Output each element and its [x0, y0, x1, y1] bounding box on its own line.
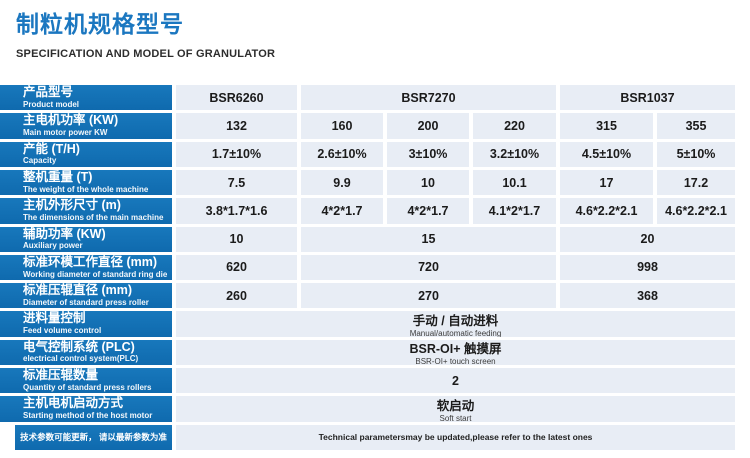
cell-model-bsr6260: BSR6260	[176, 85, 297, 111]
cell-dims-5: 4.6*2.2*2.1	[560, 198, 653, 224]
cell-aux-2: 15	[301, 226, 556, 252]
cell-dims-6: 4.6*2.2*2.1	[657, 198, 735, 224]
row-label-product-model: 产品型号 Product model	[0, 85, 172, 111]
cell-power-5: 315	[560, 113, 653, 139]
label-en: Main motor power KW	[23, 128, 108, 138]
label-en: Working diameter of standard ring die	[23, 269, 168, 279]
page-header: 制粒机规格型号 SPECIFICATION AND MODEL OF GRANU…	[16, 11, 276, 61]
cell-ringdie-1: 620	[176, 254, 297, 281]
page-title: 制粒机规格型号	[16, 11, 184, 37]
label-en: electrical control system(PLC)	[23, 354, 139, 364]
cell-power-4: 220	[473, 113, 556, 139]
cell-power-3: 200	[387, 113, 469, 139]
cell-power-6: 355	[657, 113, 735, 139]
page-subtitle: SPECIFICATION AND MODEL OF GRANULATOR	[16, 48, 276, 61]
label-zh: 产能 (T/H)	[23, 141, 80, 156]
label-zh: 整机重量 (T)	[23, 169, 93, 184]
value-zh: BSR-OI+ 触摸屏	[409, 342, 502, 357]
row-label-capacity: 产能 (T/H) Capacity	[0, 141, 172, 167]
cell-capacity-2: 2.6±10%	[301, 141, 383, 167]
cell-weight-4: 10.1	[473, 169, 556, 196]
label-en: Auxiliary power	[23, 241, 83, 251]
value-zh: 软启动	[436, 398, 475, 413]
cell-weight-2: 9.9	[301, 169, 383, 196]
row-label-auxiliary-power: 辅助功率 (KW) Auxiliary power	[0, 226, 172, 252]
cell-roller-3: 368	[560, 283, 735, 309]
cell-dims-3: 4*2*1.7	[387, 198, 469, 224]
row-label-main-motor-power: 主电机功率 (KW) Main motor power KW	[0, 113, 172, 139]
cell-model-bsr1037: BSR1037	[560, 85, 735, 111]
cell-roller-1: 260	[176, 283, 297, 309]
cell-model-bsr7270: BSR7270	[301, 85, 556, 111]
cell-capacity-4: 3.2±10%	[473, 141, 556, 167]
cell-ringdie-3: 998	[560, 254, 735, 281]
row-label-feed-control: 进料量控制 Feed volume control	[0, 311, 172, 337]
cell-starting-method: 软启动 Soft start	[176, 396, 735, 422]
spec-table: 产品型号 Product model BSR6260 BSR7270 BSR10…	[0, 85, 735, 450]
label-zh: 辅助功率 (KW)	[23, 226, 106, 241]
cell-weight-1: 7.5	[176, 169, 297, 196]
cell-roller-2: 270	[301, 283, 556, 309]
value-en: Manual/automatic feeding	[409, 328, 502, 337]
label-zh: 产品型号	[23, 85, 74, 99]
label-zh: 主机外形尺寸 (m)	[23, 198, 121, 213]
cell-dims-4: 4.1*2*1.7	[473, 198, 556, 224]
footer-note-zh: 技术参数可能更新， 请以最新参数为准	[20, 432, 167, 443]
cell-power-2: 160	[301, 113, 383, 139]
row-label-plc-system: 电气控制系统 (PLC) electrical control system(P…	[0, 339, 172, 366]
row-label-machine-weight: 整机重量 (T) The weight of the whole machine	[0, 169, 172, 196]
value-zh: 手动 / 自动进料	[412, 313, 499, 328]
label-zh: 主电机功率 (KW)	[23, 113, 119, 128]
label-en: Capacity	[23, 156, 57, 166]
label-zh: 主机电机启动方式	[23, 396, 124, 411]
label-zh: 标准环模工作直径 (mm)	[23, 254, 158, 269]
cell-feed-control: 手动 / 自动进料 Manual/automatic feeding	[176, 311, 735, 337]
cell-plc-system: BSR-OI+ 触摸屏 BSR-OI+ touch screen	[176, 339, 735, 366]
value-en: BSR-OI+ touch screen	[415, 357, 496, 366]
label-en: Diameter of standard press roller	[23, 297, 149, 307]
label-en: Quantity of standard press rollers	[23, 382, 152, 392]
footer-note-zh-cell: 技术参数可能更新， 请以最新参数为准	[15, 424, 172, 450]
label-en: Starting method of the host motor	[23, 411, 153, 421]
cell-weight-3: 10	[387, 169, 469, 196]
footer-note-en: Technical parametersmay be updated,pleas…	[318, 432, 593, 443]
label-zh: 标准压辊数量	[23, 368, 99, 383]
row-label-dimensions: 主机外形尺寸 (m) The dimensions of the main ma…	[0, 198, 172, 224]
row-label-roller-quantity: 标准压辊数量 Quantity of standard press roller…	[0, 368, 172, 394]
label-en: The weight of the whole machine	[23, 184, 149, 194]
row-label-starting-method: 主机电机启动方式 Starting method of the host mot…	[0, 396, 172, 422]
row-label-ring-die-diameter: 标准环模工作直径 (mm) Working diameter of standa…	[0, 254, 172, 281]
cell-capacity-3: 3±10%	[387, 141, 469, 167]
label-zh: 进料量控制	[23, 311, 86, 326]
cell-roller-quantity: 2	[176, 368, 735, 394]
cell-dims-1: 3.8*1.7*1.6	[176, 198, 297, 224]
cell-power-1: 132	[176, 113, 297, 139]
label-en: Feed volume control	[23, 326, 102, 336]
label-en: The dimensions of the main machine	[23, 212, 164, 222]
cell-aux-3: 20	[560, 226, 735, 252]
footer-note-en-cell: Technical parametersmay be updated,pleas…	[176, 424, 735, 450]
label-zh: 标准压辊直径 (mm)	[23, 283, 133, 298]
cell-aux-1: 10	[176, 226, 297, 252]
cell-dims-2: 4*2*1.7	[301, 198, 383, 224]
value-en: Soft start	[439, 413, 472, 422]
label-en: Product model	[23, 99, 80, 109]
cell-weight-5: 17	[560, 169, 653, 196]
label-zh: 电气控制系统 (PLC)	[23, 339, 135, 354]
cell-weight-6: 17.2	[657, 169, 735, 196]
cell-ringdie-2: 720	[301, 254, 556, 281]
cell-capacity-1: 1.7±10%	[176, 141, 297, 167]
cell-capacity-5: 4.5±10%	[560, 141, 653, 167]
cell-capacity-6: 5±10%	[657, 141, 735, 167]
row-label-press-roller-diameter: 标准压辊直径 (mm) Diameter of standard press r…	[0, 283, 172, 309]
value-zh: 2	[452, 373, 459, 388]
